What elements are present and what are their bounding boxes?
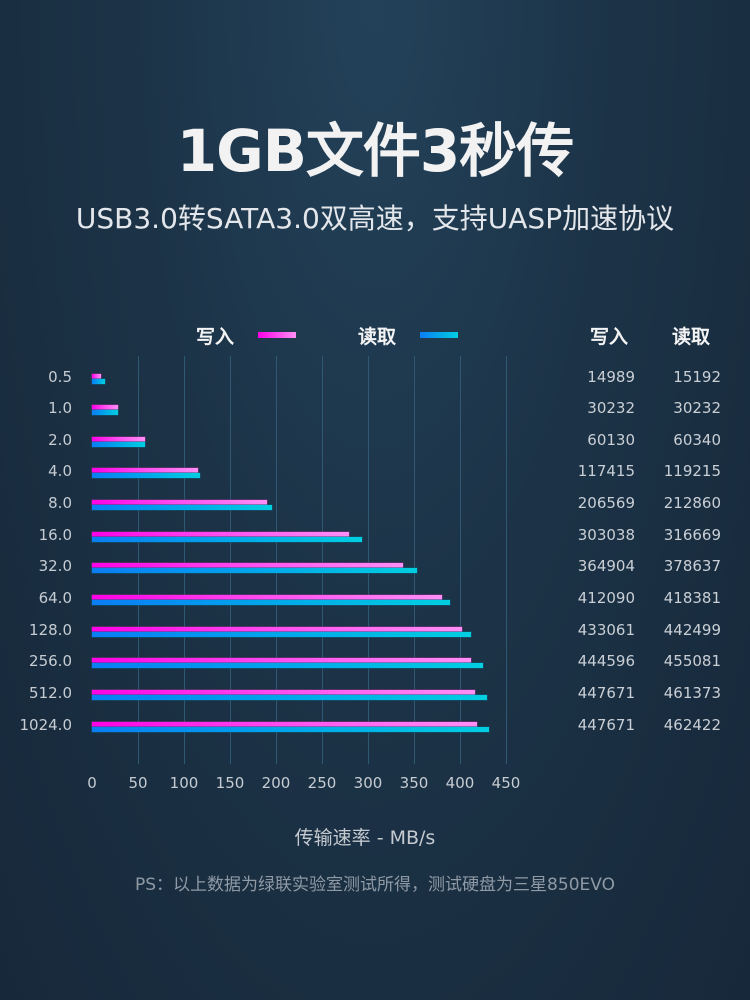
y-axis-label: 32.0 <box>38 557 72 575</box>
value-write: 447671 <box>577 716 635 734</box>
bar-read <box>92 442 146 447</box>
bar-read <box>92 663 483 668</box>
value-write: 447671 <box>577 684 635 702</box>
y-axis-label: 256.0 <box>29 652 72 670</box>
legend-read-label: 读取 <box>358 326 397 348</box>
y-axis-label: 2.0 <box>48 431 72 449</box>
value-write: 14989 <box>587 368 635 386</box>
bar-write <box>92 437 146 442</box>
value-write: 117415 <box>577 462 635 480</box>
y-axis-label: 16.0 <box>38 526 72 544</box>
bar-read <box>92 537 362 542</box>
gridline <box>460 356 461 764</box>
value-write: 444596 <box>577 652 635 670</box>
bar-write <box>92 595 442 600</box>
bar-write <box>92 405 118 410</box>
y-axis-label: 512.0 <box>29 684 72 702</box>
bar-read <box>92 600 450 605</box>
value-read: 418381 <box>663 589 721 607</box>
value-write: 412090 <box>577 589 635 607</box>
y-axis-label: 8.0 <box>48 494 72 512</box>
y-axis-label: 1024.0 <box>19 716 73 734</box>
bar-read <box>92 410 118 415</box>
bar-write <box>92 627 462 632</box>
x-tick-label: 400 <box>445 774 475 792</box>
gridline <box>322 356 323 764</box>
bar-write <box>92 563 403 568</box>
gridline <box>414 356 415 764</box>
gridline <box>230 356 231 764</box>
value-write: 303038 <box>577 526 635 544</box>
x-tick-label: 50 <box>128 774 148 792</box>
bar-write <box>92 532 349 537</box>
value-read: 30232 <box>673 399 721 417</box>
bar-read <box>92 505 273 510</box>
y-axis-label: 0.5 <box>48 368 72 386</box>
y-axis-label: 1.0 <box>48 399 72 417</box>
value-write: 60130 <box>587 431 635 449</box>
x-tick-label: 0 <box>87 774 97 792</box>
bar-read <box>92 632 472 637</box>
x-tick-label: 300 <box>353 774 383 792</box>
page-title: 1GB文件3秒传 <box>176 117 575 185</box>
x-tick-label: 350 <box>399 774 429 792</box>
value-read: 212860 <box>663 494 721 512</box>
value-read: 316669 <box>663 526 721 544</box>
value-read: 378637 <box>663 557 721 575</box>
value-write: 30232 <box>587 399 635 417</box>
value-read: 119215 <box>663 462 721 480</box>
y-axis-label: 4.0 <box>48 462 72 480</box>
value-write: 206569 <box>577 494 635 512</box>
gridline <box>368 356 369 764</box>
page-subtitle: USB3.0转SATA3.0双高速，支持UASP加速协议 <box>75 202 675 235</box>
bar-read <box>92 473 200 478</box>
value-read: 462422 <box>663 716 721 734</box>
x-tick-label: 450 <box>491 774 521 792</box>
bar-write <box>92 468 198 473</box>
y-axis-label: 128.0 <box>29 621 72 639</box>
bar-write <box>92 690 475 695</box>
bar-read <box>92 727 489 732</box>
bar-read <box>92 568 417 573</box>
x-axis-title: 传输速率 - MB/s <box>294 827 436 849</box>
x-tick-label: 100 <box>169 774 199 792</box>
y-axis-label: 64.0 <box>38 589 72 607</box>
table-header-write: 写入 <box>590 326 629 348</box>
value-read: 455081 <box>663 652 721 670</box>
value-read: 15192 <box>673 368 721 386</box>
gridline <box>506 356 507 764</box>
footnote: PS：以上数据为绿联实验室测试所得，测试硬盘为三星850EVO <box>135 875 615 895</box>
bar-read <box>92 379 105 384</box>
bar-write <box>92 722 477 727</box>
gridline <box>184 356 185 764</box>
legend-read-swatch <box>420 332 458 338</box>
gridline <box>276 356 277 764</box>
bar-write <box>92 500 267 505</box>
bar-read <box>92 695 487 700</box>
x-tick-label: 200 <box>261 774 291 792</box>
legend-write-swatch <box>258 332 296 338</box>
value-read: 461373 <box>663 684 721 702</box>
table-header-read: 读取 <box>672 326 711 348</box>
x-tick-label: 250 <box>307 774 337 792</box>
bar-write <box>92 658 472 663</box>
value-write: 433061 <box>577 621 635 639</box>
value-read: 60340 <box>673 431 721 449</box>
gridline <box>138 356 139 764</box>
value-write: 364904 <box>577 557 635 575</box>
value-read: 442499 <box>663 621 721 639</box>
x-tick-label: 150 <box>215 774 245 792</box>
legend-write-label: 写入 <box>196 326 235 348</box>
bar-write <box>92 374 102 379</box>
